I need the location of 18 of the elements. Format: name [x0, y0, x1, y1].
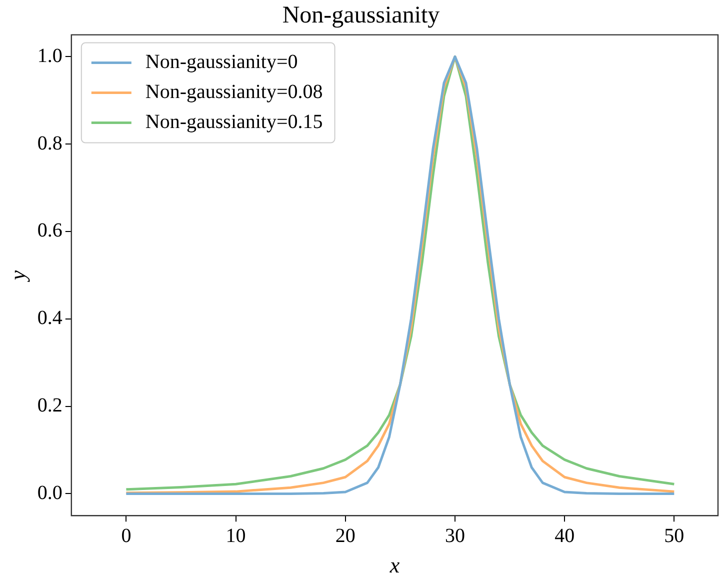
x-tick-label: 50: [664, 524, 684, 547]
y-tick-label: 0.6: [37, 220, 62, 242]
chart-title: Non-gaussianity: [282, 2, 440, 29]
legend-label: Non-gaussianity=0.15: [145, 111, 323, 134]
y-tick-label: 0.8: [37, 132, 62, 154]
y-tick-label: 0.2: [37, 394, 62, 417]
y-tick-label: 1.0: [37, 44, 62, 67]
y-tick-label: 0.4: [37, 307, 62, 330]
x-tick-label: 20: [335, 524, 356, 547]
x-tick-label: 40: [554, 524, 575, 547]
x-tick-label: 30: [444, 524, 465, 547]
x-tick-label: 10: [226, 524, 246, 547]
y-axis-title: y: [4, 270, 30, 282]
legend-label: Non-gaussianity=0.08: [145, 81, 323, 104]
x-tick-label: 0: [121, 524, 132, 547]
x-axis-title: x: [388, 552, 400, 578]
legend-label: Non-gaussianity=0: [145, 51, 298, 74]
y-tick-label: 0.0: [37, 482, 62, 504]
